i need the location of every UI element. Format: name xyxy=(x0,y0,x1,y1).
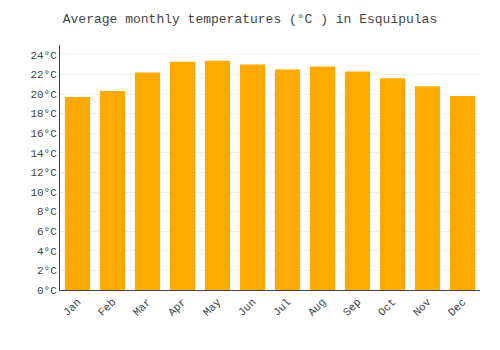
svg-text:Dec: Dec xyxy=(446,296,468,318)
svg-text:Aug: Aug xyxy=(306,296,328,318)
svg-text:Nov: Nov xyxy=(411,296,434,319)
svg-text:Jun: Jun xyxy=(236,296,258,318)
svg-text:12°C: 12°C xyxy=(30,167,57,179)
svg-text:22°C: 22°C xyxy=(30,69,57,81)
svg-text:4°C: 4°C xyxy=(37,246,57,258)
svg-text:18°C: 18°C xyxy=(30,108,57,120)
svg-text:Oct: Oct xyxy=(376,296,398,318)
svg-text:24°C: 24°C xyxy=(30,50,57,62)
svg-text:20°C: 20°C xyxy=(30,89,57,101)
svg-text:Jul: Jul xyxy=(271,296,293,318)
svg-text:Sep: Sep xyxy=(341,296,363,318)
svg-text:Average monthly temperatures (: Average monthly temperatures (°C ) in Es… xyxy=(63,12,437,27)
svg-text:Apr: Apr xyxy=(166,296,188,318)
svg-text:10°C: 10°C xyxy=(30,187,57,199)
svg-text:6°C: 6°C xyxy=(37,226,57,238)
svg-text:0°C: 0°C xyxy=(37,285,57,297)
svg-text:Feb: Feb xyxy=(96,296,118,318)
svg-text:Jan: Jan xyxy=(61,296,83,318)
svg-text:Mar: Mar xyxy=(131,296,153,318)
svg-text:2°C: 2°C xyxy=(37,265,57,277)
svg-text:8°C: 8°C xyxy=(37,206,57,218)
svg-text:May: May xyxy=(201,296,224,319)
svg-text:16°C: 16°C xyxy=(30,128,57,140)
svg-text:14°C: 14°C xyxy=(30,148,57,160)
